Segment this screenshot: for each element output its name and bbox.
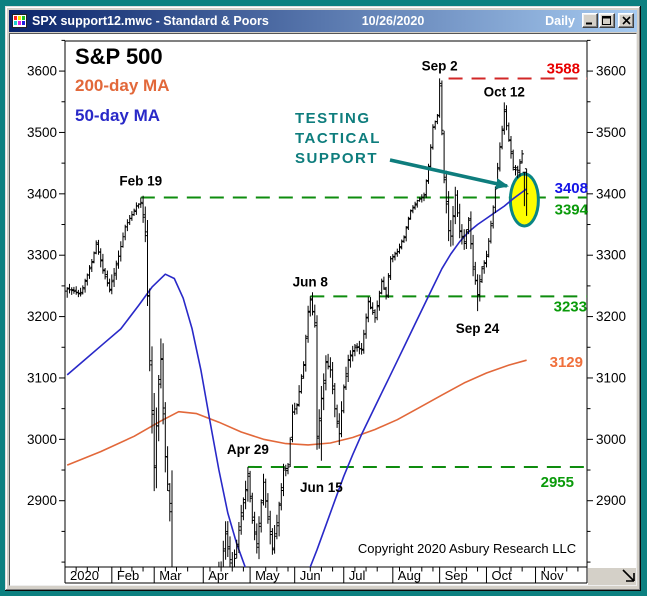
event-label: Feb 19 <box>119 174 162 189</box>
y-tick-label-right: 3300 <box>596 248 626 263</box>
y-tick-label-left: 3400 <box>27 186 57 201</box>
event-label: Sep 24 <box>456 321 500 336</box>
month-label: Aug <box>398 568 421 583</box>
month-label: Apr <box>208 568 229 583</box>
y-tick-label-left: 3100 <box>27 370 57 385</box>
y-tick-label-right: 3100 <box>596 370 626 385</box>
ma50-line <box>66 188 528 567</box>
annotation-arrow <box>389 158 509 189</box>
month-label: Mar <box>159 568 182 583</box>
y-tick-label-left: 3600 <box>27 64 57 79</box>
annotation-text: SUPPORT <box>295 150 378 167</box>
y-tick-label-left: 3200 <box>27 309 57 324</box>
month-label: Oct <box>491 568 512 583</box>
close-button[interactable] <box>618 13 634 28</box>
y-tick-label-right: 3000 <box>596 432 626 447</box>
month-label: 2020 <box>70 568 99 583</box>
level-label: 3394 <box>555 202 589 219</box>
month-label: Feb <box>117 568 139 583</box>
level-label: 2955 <box>541 474 574 491</box>
month-label: Nov <box>541 568 565 583</box>
y-tick-label-right: 3500 <box>596 125 626 140</box>
y-tick-label-right: 3200 <box>596 309 626 324</box>
copyright-text: Copyright 2020 Asbury Research LLC <box>358 541 576 556</box>
titlebar-date: 10/26/2020 <box>361 14 425 28</box>
y-tick-label-left: 3500 <box>27 125 57 140</box>
resize-corner <box>588 568 636 585</box>
ma200-value-label: 3129 <box>550 354 583 371</box>
annotation-text: TACTICAL <box>295 130 381 147</box>
event-label: Jun 15 <box>300 480 343 495</box>
annotation-text: TESTING <box>295 110 371 127</box>
legend-ma200: 200-day MA <box>75 76 169 95</box>
month-label: Sep <box>445 568 468 583</box>
month-label: Jun <box>300 568 321 583</box>
window-title: SPX support12.mwc - Standard & Poors <box>32 14 269 28</box>
chart-client-area: 2900 2900 3000 3000 3100 3100 3200 3200 3300 3300… <box>9 33 637 586</box>
price-bars <box>65 78 529 567</box>
event-label: Oct 12 <box>484 84 525 99</box>
resize-grip-icon[interactable] <box>622 569 635 582</box>
y-tick-label-left: 3300 <box>27 248 57 263</box>
chart-window: SPX support12.mwc - Standard & Poors 10/… <box>5 6 641 591</box>
event-label: Sep 2 <box>422 58 458 73</box>
maximize-button[interactable] <box>599 13 615 28</box>
level-label: 3233 <box>554 298 587 315</box>
event-label: Jun 8 <box>293 274 329 289</box>
minimize-button[interactable] <box>582 13 598 28</box>
titlebar-periodicity: Daily <box>545 14 575 28</box>
month-label: May <box>255 568 280 583</box>
level-label: 3588 <box>547 60 580 77</box>
close-icon <box>621 16 631 25</box>
price-chart[interactable]: 2900 2900 3000 3000 3100 3100 3200 3200 3300 3300… <box>10 34 636 585</box>
app-icon[interactable] <box>12 14 27 28</box>
maximize-icon <box>602 16 611 25</box>
chart-title: S&P 500 <box>75 44 163 69</box>
plot-border <box>64 40 588 568</box>
window-controls <box>581 13 634 28</box>
y-tick-label-right: 3600 <box>596 64 626 79</box>
app-icon-image <box>12 14 27 28</box>
minimize-icon <box>586 22 592 25</box>
legend-ma50: 50-day MA <box>75 106 160 125</box>
month-label: Jul <box>349 568 366 583</box>
y-tick-label-left: 3000 <box>27 432 57 447</box>
title-bar[interactable]: SPX support12.mwc - Standard & Poors 10/… <box>9 10 637 32</box>
event-label: Apr 29 <box>227 442 269 457</box>
y-tick-label-left: 2900 <box>27 493 57 508</box>
ma200-line <box>66 359 527 466</box>
y-tick-label-right: 3400 <box>596 186 626 201</box>
ma50-value-label: 3408 <box>555 180 588 197</box>
y-tick-label-right: 2900 <box>596 493 626 508</box>
